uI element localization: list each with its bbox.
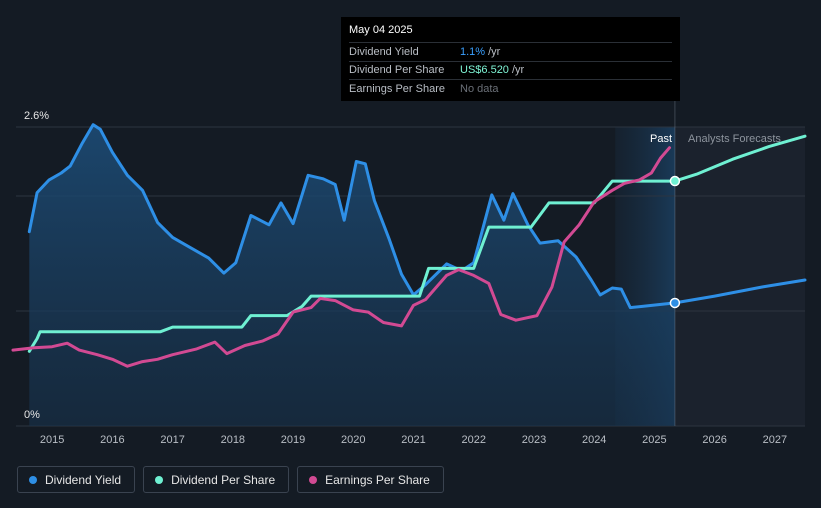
tooltip-label: Dividend Yield xyxy=(349,45,419,58)
x-tick-label: 2023 xyxy=(522,434,546,446)
dividend-yield-line xyxy=(27,123,807,310)
forecast-label: Analysts Forecasts xyxy=(688,133,781,145)
legend-dot-icon xyxy=(155,475,164,484)
tooltip: May 04 2025 Dividend Yield 1.1% /yr Divi… xyxy=(341,17,680,101)
x-tick-label: 2018 xyxy=(221,434,245,446)
x-tick-label: 2020 xyxy=(341,434,365,446)
x-axis-labels: 2015 2016 2017 2018 2019 2020 2021 2022 2023 2024… xyxy=(40,434,787,446)
y-axis-labels: 2.6% 0% xyxy=(24,110,49,421)
x-tick-label: 2025 xyxy=(642,434,666,446)
x-tick-label: 2021 xyxy=(401,434,425,446)
dividend-per-share-line xyxy=(27,134,807,353)
legend-label: Earnings Per Share xyxy=(325,472,430,487)
tooltip-unit: /yr xyxy=(488,45,501,58)
series-lines xyxy=(11,123,807,368)
x-tick-label: 2017 xyxy=(160,434,184,446)
x-tick-label: 2015 xyxy=(40,434,64,446)
dividend-yield-area xyxy=(29,124,675,426)
legend: Dividend Yield Dividend Per Share Earnin… xyxy=(17,466,444,493)
tooltip-value: US$6.520 xyxy=(460,64,509,77)
legend-label: Dividend Per Share xyxy=(171,472,276,487)
legend-item-dividend-yield[interactable]: Dividend Yield xyxy=(17,466,136,493)
earnings-per-share-line xyxy=(11,146,671,368)
tooltip-label: Dividend Per Share xyxy=(349,64,445,77)
tooltip-unit: /yr xyxy=(511,64,525,77)
tooltip-value: 1.1% xyxy=(460,45,486,58)
x-tick-label: 2019 xyxy=(281,434,305,446)
y-tick-label-max: 2.6% xyxy=(24,110,49,122)
tooltip-row-eps: Earnings Per Share No data xyxy=(349,79,672,98)
forecast-background xyxy=(674,127,805,426)
x-tick-label: 2027 xyxy=(763,434,787,446)
legend-item-earnings-per-share[interactable]: Earnings Per Share xyxy=(297,466,444,493)
legend-label: Dividend Yield xyxy=(45,472,122,487)
x-tick-label: 2024 xyxy=(582,434,606,446)
x-tick-label: 2022 xyxy=(461,434,485,446)
legend-item-dividend-per-share[interactable]: Dividend Per Share xyxy=(143,466,290,493)
past-label: Past xyxy=(650,133,672,145)
tooltip-date: May 04 2025 xyxy=(349,24,413,36)
tooltip-label: Earnings Per Share xyxy=(349,82,445,95)
yield-area xyxy=(29,124,675,426)
tooltip-row-dps: Dividend Per Share US$6.520 /yr xyxy=(349,60,672,80)
dividend-per-share-marker xyxy=(669,175,681,187)
dividend-yield-marker xyxy=(669,297,681,309)
y-tick-label-min: 0% xyxy=(24,409,40,421)
tooltip-row-yield: Dividend Yield 1.1% /yr xyxy=(349,42,672,61)
legend-dot-icon xyxy=(309,475,318,484)
x-tick-label: 2016 xyxy=(100,434,124,446)
tooltip-value: No data xyxy=(460,82,499,95)
legend-dot-icon xyxy=(29,475,37,484)
x-tick-label: 2026 xyxy=(702,434,726,446)
current-markers xyxy=(669,175,681,309)
